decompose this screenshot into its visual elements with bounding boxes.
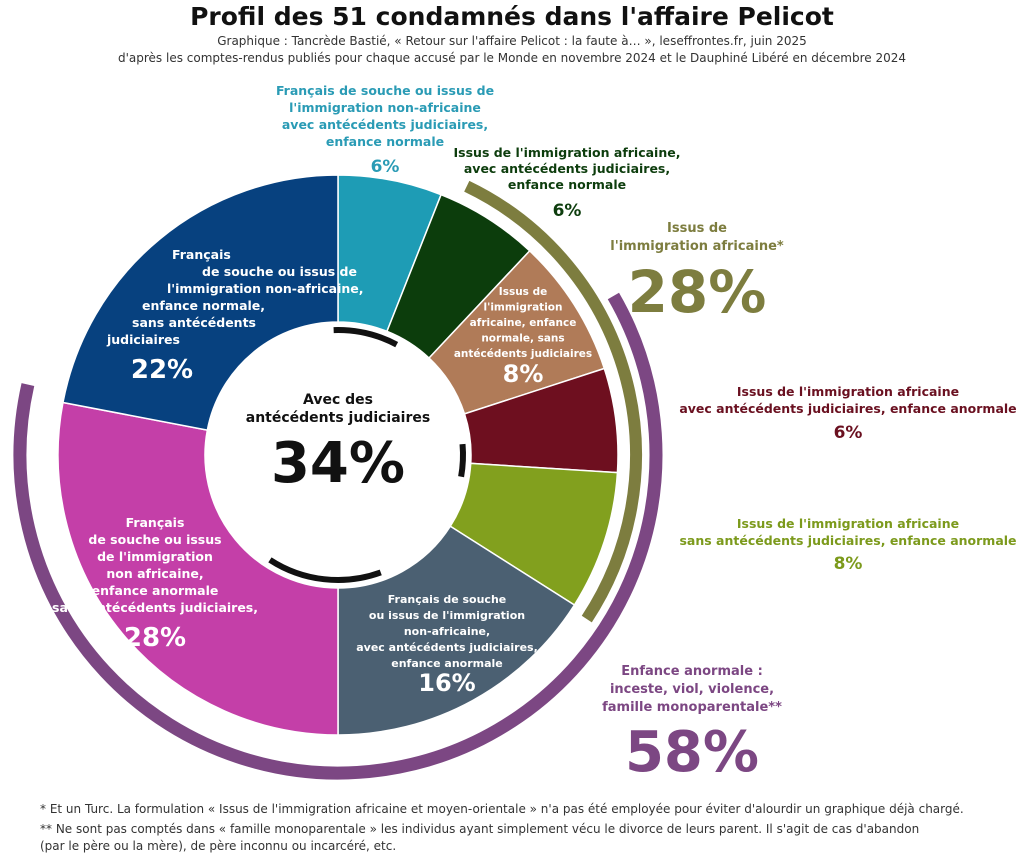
slice-0-label-line-0: Français de souche ou issus de [276,83,494,98]
slice-2-label-line-0: Issus de [499,286,547,298]
center-arc-1 [458,443,466,478]
group-1-label-line-0: Enfance anormale : [621,664,763,679]
center-label-line-0: Avec des [303,392,373,408]
slice-6-label-line-2: de l'immigration [97,549,213,564]
slice-7-label-line-2: l'immigration non-africaine, [167,281,364,296]
center-label-line-1: antécédents judiciaires [246,410,430,426]
center-disc [205,322,471,588]
slice-6-value-label: 28% [124,623,186,653]
slice-5-label-line-0: Français de souche [388,593,507,606]
slice-3-label-line-1: avec antécédents judiciaires, enfance an… [679,401,1016,416]
center-arc-0 [333,327,399,348]
slice-7-label-line-0: Français [172,247,231,262]
footnote-2-line-1: ** Ne sont pas comptés dans « famille mo… [40,822,920,836]
slice-0-label-line-2: avec antécédents judiciaires, [282,117,488,132]
slice-1-value-label: 6% [553,201,582,221]
slice-5-label-line-1: ou issus de l'immigration [369,609,525,622]
group-1-value-label: 58% [625,720,759,785]
slice-7-label-line-5: judiciaires [106,332,180,347]
slice-6-label-line-1: de souche ou issus [88,532,221,547]
subtitle-credit: Graphique : Tancrède Bastié, « Retour su… [217,34,807,48]
footnote-1: * Et un Turc. La formulation « Issus de … [40,802,964,816]
slice-7-label-line-4: sans antécédents [132,315,256,330]
slice-5-label-line-3: avec antécédents judiciaires, [356,641,538,654]
slice-6-label-line-4: enfance anormale [92,583,219,598]
group-0-value-label: 28% [628,258,767,326]
slice-7-label-line-1: de souche ou issus de [202,264,357,279]
group-1-label-line-1: inceste, viol, violence, [610,682,774,697]
slice-4-value-label: 8% [834,554,863,574]
slice-6-label-line-0: Français [126,515,185,530]
slice-5-value-label: 16% [418,669,475,697]
slice-2-label-line-1: l'immigration [484,302,563,314]
slice-2-label-line-4: antécédents judiciaires [454,348,592,360]
center-value-label: 34% [271,431,405,496]
slice-6-label-line-3: non africaine, [106,566,203,581]
slice-4-label-line-1: sans antécédents judiciaires, enfance an… [679,533,1016,548]
subtitle-sources: d'après les comptes-rendus publiés pour … [117,51,906,65]
page-title: Profil des 51 condamnés dans l'affaire P… [190,2,834,31]
group-0-label-line-0: Issus de [667,221,727,236]
slice-5-label-line-4: enfance anormale [391,657,503,670]
slice-2-label-line-3: normale, sans [481,333,564,345]
slice-0-label-line-3: enfance normale [326,134,444,149]
group-0-label-line-1: l'immigration africaine* [610,239,784,254]
slice-0-label-line-1: l'immigration non-africaine [289,100,481,115]
group-1-label-line-2: famille monoparentale** [602,700,782,715]
slice-7-value-label: 22% [131,355,193,385]
slice-1-label-line-0: Issus de l'immigration africaine, [454,145,681,160]
group-arc-0 [464,180,642,623]
slice-1-label-line-2: enfance normale [508,177,626,192]
slice-4-label-line-0: Issus de l'immigration africaine [737,516,959,531]
slice-1-label-line-1: avec antécédents judiciaires, [464,161,670,176]
slice-2-value-label: 8% [503,360,544,388]
slice-7-label-line-3: enfance normale, [142,298,265,313]
center-arc-2 [268,557,382,583]
slice-6-label-line-5: sans antécédents judiciaires, [52,600,258,615]
slice-0-value-label: 6% [371,157,400,177]
slice-2-label-line-2: africaine, enfance [470,317,577,329]
group-arc-1 [13,292,663,780]
slice-3-label-line-0: Issus de l'immigration africaine [737,384,959,399]
footnote-2-line-2: (par le père ou la mère), de père inconn… [40,839,397,853]
slice-5-label-line-2: non-africaine, [404,625,490,638]
slice-3-value-label: 6% [834,423,863,443]
